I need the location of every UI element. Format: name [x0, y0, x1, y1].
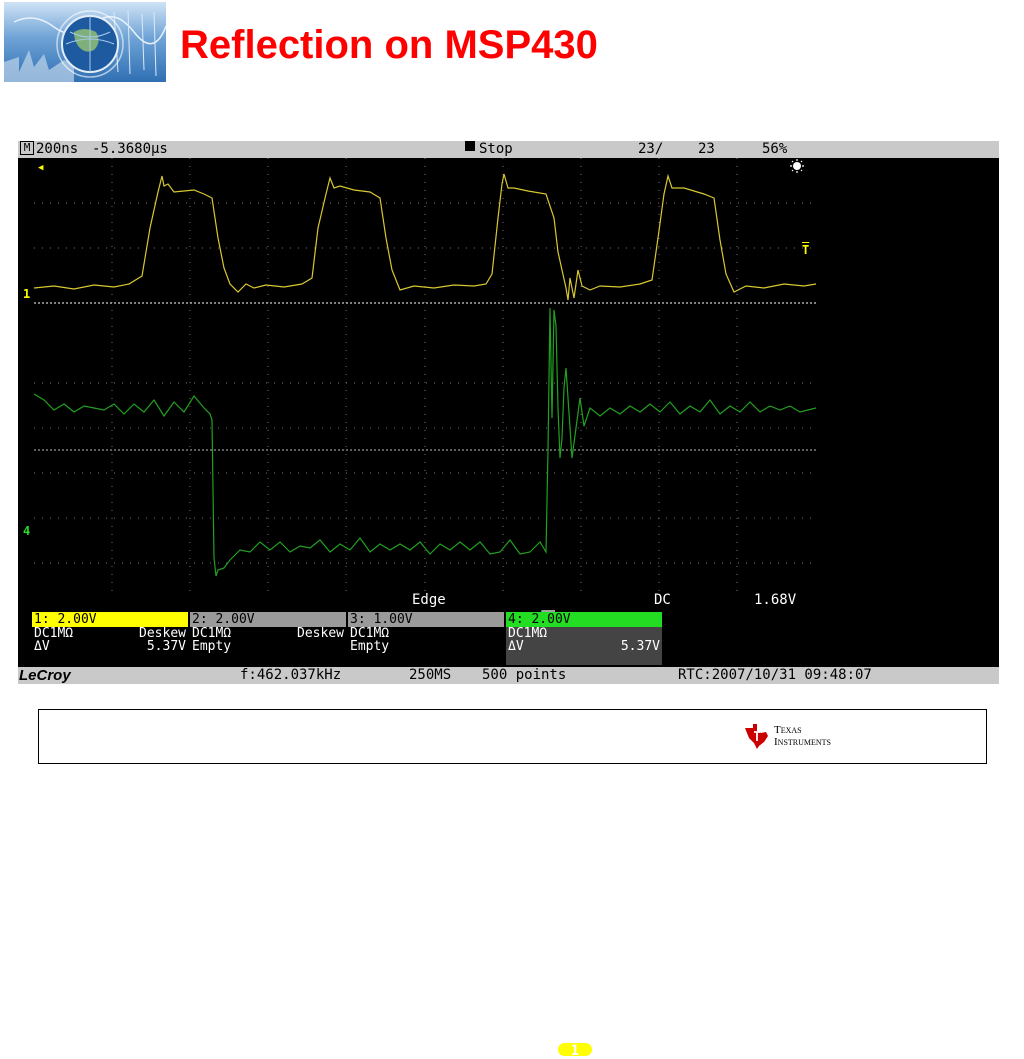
brand-logo: LeCroy [19, 667, 71, 684]
channel-1-panel[interactable]: 1: 2.00V DC1MΩ Deskew ΔV 5.37V [32, 612, 188, 665]
channel-4-panel[interactable]: 4: 2.00V DC1MΩ ΔV 5.37V [506, 612, 662, 665]
record-points: 500 points [482, 667, 567, 683]
acquisition-status: Stop [479, 141, 513, 157]
texas-instruments-logo: Texas Instruments [742, 720, 831, 752]
frequency-readout: f:462.037kHz [240, 667, 342, 683]
channel-4-coupling: DC1MΩ [508, 626, 548, 641]
channel-1-deskew: Deskew [139, 626, 186, 641]
channel-1-header: 1: 2.00V [32, 612, 188, 627]
slide-footer [38, 709, 987, 764]
timebase-mode-icon: M [20, 141, 34, 155]
channel-2-header: 2: 2.00V [190, 612, 346, 627]
trigger-level-marker[interactable]: T [802, 243, 810, 257]
channel-1-measure-value: 5.37V [146, 639, 186, 654]
ch4-offset-marker[interactable]: 4 [23, 524, 31, 538]
scope-top-status-bar: M 200ns -5.3680µs Stop 23/ 23 56% [18, 141, 999, 174]
sample-rate: 250MS [409, 667, 452, 683]
channel-2-status: Empty [192, 639, 232, 654]
channel-3-status: Empty [350, 639, 390, 654]
channel-4-header: 4: 2.00V [506, 612, 662, 627]
trigger-level: 1.68V [754, 592, 797, 608]
channel-4-measure-value: 5.37V [620, 639, 660, 654]
grid-dots [34, 158, 816, 591]
real-time-clock: RTC:2007/10/31 09:48:07 [678, 667, 872, 683]
time-offset-value: -5.3680µs [92, 141, 168, 157]
channel-1-measure-label: ΔV [34, 639, 50, 654]
channel-3-panel[interactable]: 3: 1.00V DC1MΩ Empty [348, 612, 504, 665]
channel-2-coupling: DC1MΩ [192, 626, 232, 641]
sweeps-icon [591, 141, 660, 195]
channel-3-header: 3: 1.00V [348, 612, 504, 627]
trigger-position-arrow-icon: ◀ [38, 163, 44, 173]
channel-2-panel[interactable]: 2: 2.00V DC1MΩ Deskew Empty [190, 612, 346, 665]
slide-title: Reflection on MSP430 [180, 23, 598, 67]
company-line-1: Texas [774, 724, 802, 736]
channel-3-coupling: DC1MΩ [350, 626, 390, 641]
intensity-value: 56% [762, 141, 788, 157]
scope-bottom-status-bar: LeCroy f:462.037kHz 250MS 500 points RTC… [18, 667, 999, 684]
ch1-offset-marker[interactable]: 1 [23, 287, 31, 301]
ti-map-icon [745, 724, 768, 749]
ch4-trace [34, 307, 816, 577]
trigger-source-badge[interactable]: 1 [558, 1043, 592, 1059]
sweeps-total: 23 [698, 141, 715, 157]
waveform-grid [34, 158, 816, 591]
channel-2-deskew: Deskew [297, 626, 344, 641]
stop-icon [465, 141, 475, 151]
oscilloscope-screen: M 200ns -5.3680µs Stop 23/ 23 56% [18, 141, 999, 1059]
trigger-type: Edge [412, 592, 446, 608]
sweeps-count: 23/ [638, 141, 664, 157]
intensity-icon [736, 141, 807, 196]
company-line-2: Instruments [774, 736, 832, 748]
globe-logo-image [4, 2, 166, 82]
channel-1-coupling: DC1MΩ [34, 626, 74, 641]
timebase-value: 200ns [36, 141, 79, 157]
trigger-coupling: DC [654, 592, 671, 608]
ch1-trace [34, 173, 816, 301]
channel-4-measure-label: ΔV [508, 639, 524, 654]
